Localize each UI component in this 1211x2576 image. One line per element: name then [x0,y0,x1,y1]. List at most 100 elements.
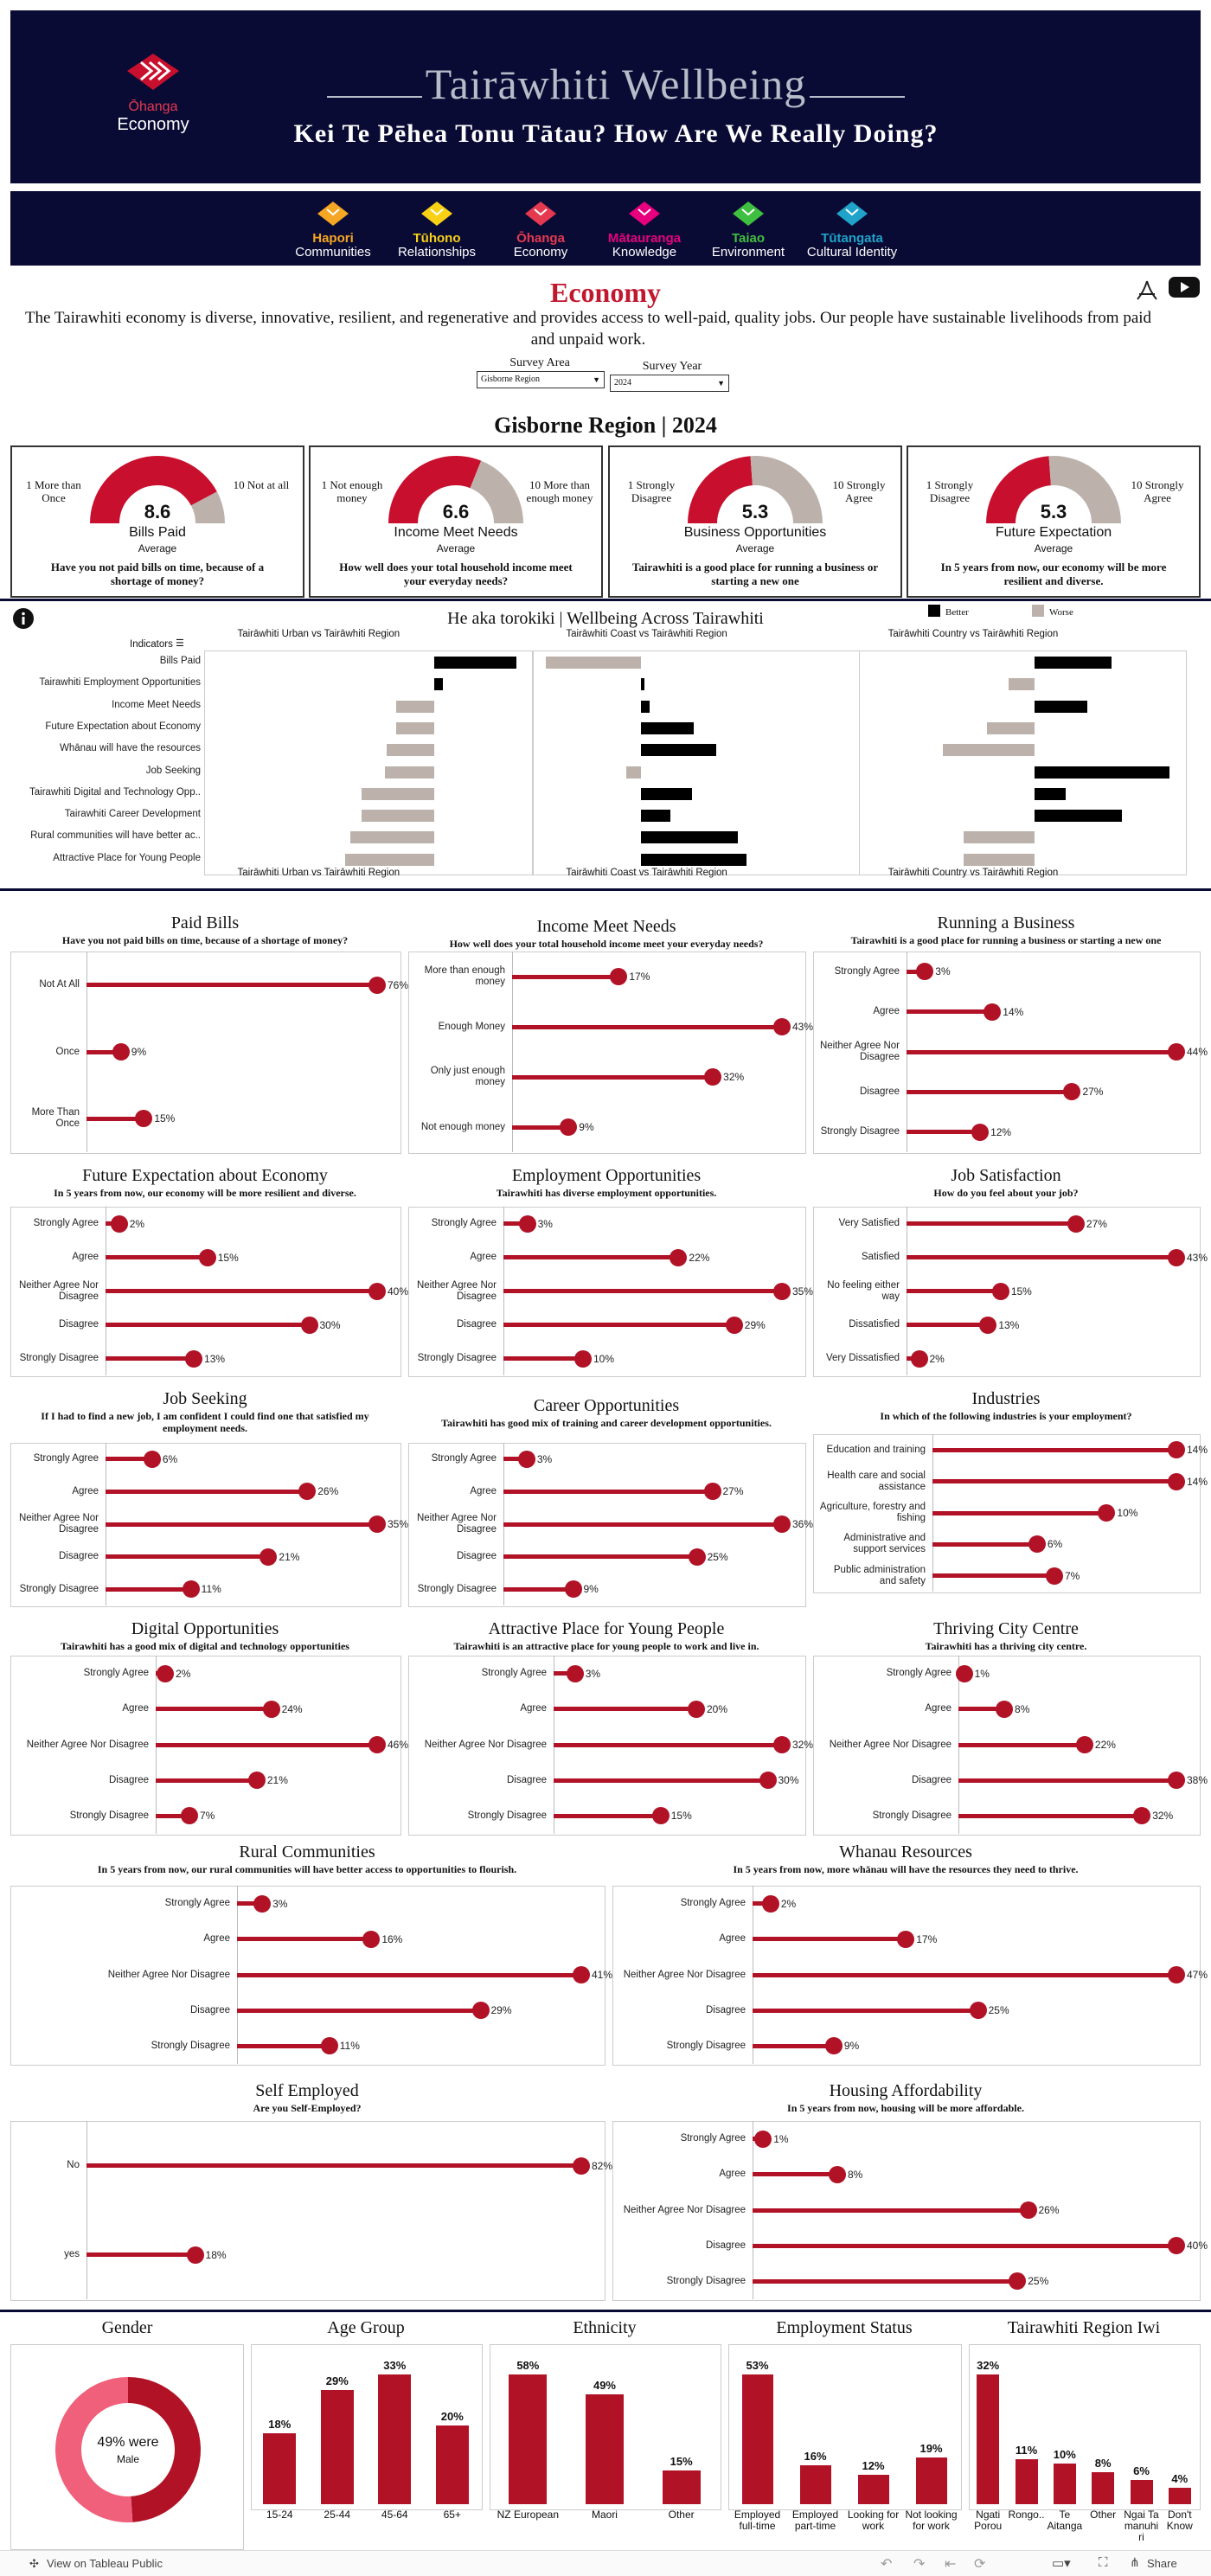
survey-bar[interactable] [106,1522,377,1527]
nav-item-relationships[interactable]: Tūhono Relationships [385,200,489,260]
survey-bar[interactable] [503,1489,713,1494]
survey-bar-dot[interactable] [185,1349,203,1368]
survey-bar[interactable] [907,1049,1176,1054]
survey-bar[interactable] [106,1457,152,1462]
survey-bar-dot[interactable] [916,963,934,981]
survey-bar[interactable] [907,1009,993,1015]
survey-bar-dot[interactable] [651,1807,670,1825]
survey-bar-dot[interactable] [198,1248,216,1266]
survey-bar-dot[interactable] [573,2156,590,2175]
survey-bar-dot[interactable] [298,1483,317,1501]
ethnicity-bar[interactable] [509,2374,548,2504]
survey-bar-dot[interactable] [725,1316,743,1334]
indicator-bar[interactable] [625,766,641,779]
survey-bar[interactable] [554,1813,661,1818]
indicator-bar[interactable] [1008,678,1035,691]
survey-area-select[interactable]: Gisborne Region ▼ [477,371,605,388]
indicator-bar[interactable] [396,721,434,734]
indicator-bar[interactable] [641,744,717,757]
survey-bar[interactable] [503,1221,528,1226]
survey-bar[interactable] [554,1671,575,1676]
indicator-bar[interactable] [434,678,443,691]
survey-bar[interactable] [503,1554,697,1560]
survey-bar-dot[interactable] [688,1548,706,1566]
survey-bar-dot[interactable] [829,2165,846,2183]
indicator-bar[interactable] [641,700,650,713]
survey-bar-dot[interactable] [984,1003,1002,1021]
survey-bar-dot[interactable] [300,1316,318,1334]
survey-bar-dot[interactable] [574,1349,592,1368]
survey-bar-dot[interactable] [1168,1472,1185,1490]
indicator-bar[interactable] [386,744,434,757]
survey-bar-dot[interactable] [897,1930,915,1948]
survey-bar-dot[interactable] [754,2130,772,2148]
survey-bar[interactable] [753,2043,834,2048]
iwi-bar[interactable] [1092,2471,1115,2504]
indicator-bar[interactable] [434,657,516,669]
survey-bar-dot[interactable] [368,1736,386,1753]
survey-bar-dot[interactable] [573,1966,590,1983]
indicator-bar[interactable] [385,766,434,779]
survey-bar-dot[interactable] [1075,1736,1093,1753]
ethnicity-bar[interactable] [586,2394,624,2504]
survey-bar[interactable] [554,1707,696,1712]
survey-bar[interactable] [86,1116,144,1121]
survey-bar[interactable] [237,1972,581,1977]
survey-bar-dot[interactable] [143,1450,161,1468]
survey-bar[interactable] [106,1554,269,1560]
nav-item-knowledge[interactable]: Mātauranga Knowledge [593,200,696,260]
indicator-bar[interactable] [1035,787,1067,800]
survey-bar-dot[interactable] [262,1700,280,1718]
survey-bar[interactable] [554,1778,768,1783]
survey-bar[interactable] [503,1323,734,1327]
share-button[interactable]: Share [1147,2557,1177,2570]
survey-bar[interactable] [958,1707,1005,1712]
nav-item-environment[interactable]: Taiao Environment [696,200,800,260]
survey-bar[interactable] [907,1221,1076,1226]
survey-bar[interactable] [106,1356,195,1361]
survey-bar-dot[interactable] [566,1664,584,1682]
indicator-bar[interactable] [964,853,1035,866]
survey-bar-dot[interactable] [182,1580,200,1599]
survey-bar-dot[interactable] [824,2037,843,2055]
survey-bar-dot[interactable] [1019,2201,1037,2219]
survey-bar-dot[interactable] [773,1515,791,1533]
iwi-bar[interactable] [1168,2488,1191,2504]
survey-bar-dot[interactable] [704,1068,722,1086]
age-bar[interactable] [320,2390,354,2504]
survey-bar-dot[interactable] [1168,2237,1185,2255]
survey-bar-dot[interactable] [969,2002,987,2020]
survey-bar-dot[interactable] [759,1772,777,1790]
survey-bar[interactable] [503,1289,782,1293]
survey-bar[interactable] [512,974,619,979]
survey-bar[interactable] [932,1541,1037,1547]
employment-bar[interactable] [799,2464,831,2504]
indicator-bar[interactable] [641,678,644,691]
survey-bar[interactable] [106,1289,377,1293]
indicator-bar[interactable] [1035,766,1169,779]
undo-icon[interactable]: ↶ [881,2557,893,2572]
survey-bar-dot[interactable] [1168,1772,1185,1790]
survey-bar[interactable] [503,1356,583,1361]
survey-bar[interactable] [237,2008,481,2013]
age-bar[interactable] [263,2433,297,2504]
refresh-icon[interactable]: ⟳ [974,2557,986,2572]
survey-bar-dot[interactable] [560,1118,578,1136]
survey-bar[interactable] [932,1479,1176,1484]
survey-bar-dot[interactable] [186,2246,204,2264]
survey-bar[interactable] [932,1510,1107,1515]
iwi-bar[interactable] [1015,2459,1038,2504]
nav-item-communities[interactable]: Hapori Communities [281,200,385,260]
survey-bar[interactable] [237,1901,263,1906]
indicator-bar[interactable] [1035,657,1112,669]
survey-bar-dot[interactable] [518,1214,536,1233]
indicator-bar[interactable] [545,657,641,669]
survey-bar[interactable] [106,1489,308,1494]
indicator-bar[interactable] [1035,700,1087,713]
indicator-bar[interactable] [1035,810,1122,823]
survey-bar-dot[interactable] [1098,1504,1116,1522]
indicator-bar[interactable] [641,831,739,844]
survey-bar-dot[interactable] [1168,1248,1185,1266]
survey-bar[interactable] [753,1901,771,1906]
survey-bar[interactable] [512,1125,569,1130]
